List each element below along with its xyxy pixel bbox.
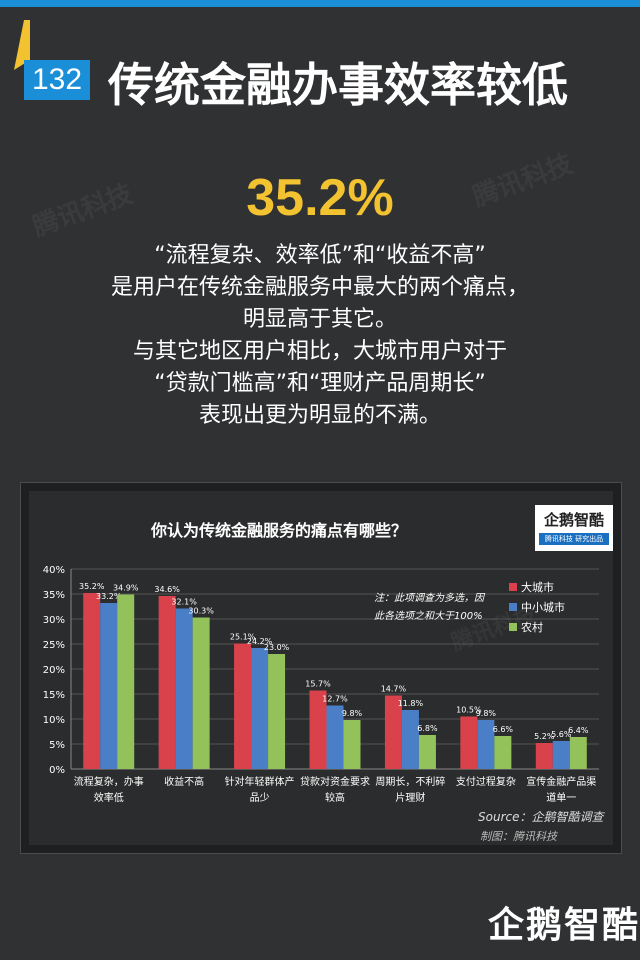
x-tick-label: 收益不高	[164, 775, 204, 788]
data-label: 12.7%	[322, 695, 348, 704]
data-label: 9.8%	[342, 709, 363, 718]
chart-frame: 你认为传统金融服务的痛点有哪些？ 企鹅智酷 腾讯科技 研究出品 腾讯科技 0% 5…	[20, 482, 622, 854]
legend-swatch	[509, 623, 517, 631]
chart-note: 此各选项之和大于100%	[374, 610, 483, 622]
y-tick-label: 25%	[43, 640, 65, 651]
legend-label: 中小城市	[521, 600, 565, 614]
data-label: 5.6%	[551, 730, 572, 739]
data-label: 10.5%	[456, 706, 482, 715]
y-tick-label: 20%	[43, 665, 65, 676]
x-tick-label: 针对年轻群体产	[225, 775, 295, 788]
data-label: 6.4%	[568, 726, 589, 735]
bar	[100, 603, 118, 769]
body-line: 表现出更为明显的不满。	[198, 403, 441, 428]
page-number-badge: 132	[24, 60, 90, 100]
chart-source: Source：企鹅智酷调查	[478, 810, 604, 824]
legend-swatch	[509, 603, 517, 611]
data-label: 34.9%	[113, 584, 139, 593]
bar	[460, 716, 478, 769]
data-label: 32.1%	[171, 598, 197, 607]
data-label: 34.6%	[154, 585, 180, 594]
x-tick-label: 片理财	[395, 791, 425, 804]
body-line: “贷款门槛高”和“理财产品周期长”	[154, 371, 486, 396]
y-tick-label: 0%	[49, 765, 65, 776]
bar	[552, 741, 570, 769]
data-label: 6.6%	[493, 725, 514, 734]
bar	[326, 705, 344, 769]
body-line: 与其它地区用户相比，大城市用户对于	[132, 339, 507, 364]
legend-label: 大城市	[521, 580, 554, 594]
chart-title: 你认为传统金融服务的痛点有哪些？	[150, 521, 407, 540]
brand-tagline: 腾讯科技 研究出品	[539, 533, 609, 545]
data-label: 30.3%	[188, 607, 214, 616]
bar	[477, 720, 495, 769]
data-label: 23.0%	[264, 643, 290, 652]
data-label: 33.2%	[96, 592, 122, 601]
bar	[83, 593, 101, 769]
bar	[309, 690, 327, 769]
body-line: 明显高于其它。	[242, 307, 397, 332]
bar	[418, 735, 436, 769]
bar	[569, 737, 587, 769]
bar	[158, 596, 176, 769]
bar	[401, 710, 419, 769]
bar	[535, 743, 553, 769]
bar	[192, 617, 210, 769]
body-line: 是用户在传统金融服务中最大的两个痛点，	[110, 275, 529, 300]
bar-chart: 0% 5% 10% 15% 20% 25% 30% 35% 40% 35.2%33.2%34.9%…	[43, 565, 599, 804]
top-accent-bar	[0, 0, 640, 7]
x-tick-label: 道单一	[546, 791, 576, 804]
footer-brand-logo: 企鹅智酷	[488, 905, 640, 946]
chart-panel: 你认为传统金融服务的痛点有哪些？ 企鹅智酷 腾讯科技 研究出品 腾讯科技 0% 5…	[29, 491, 613, 845]
bar	[384, 695, 402, 769]
x-tick-label: 品少	[250, 792, 270, 804]
x-tick-label: 较高	[325, 791, 345, 804]
x-tick-label: 宣传金融产品渠	[526, 775, 596, 788]
y-tick-label: 5%	[49, 740, 65, 751]
y-tick-label: 10%	[43, 715, 65, 726]
chart-maker: 制图：腾讯科技	[480, 830, 557, 843]
data-label: 11.8%	[398, 699, 424, 708]
data-label: 35.2%	[79, 582, 105, 591]
bar	[234, 643, 252, 769]
data-label: 9.8%	[476, 709, 497, 718]
x-tick-label: 贷款对资金要求	[300, 775, 370, 788]
bar	[268, 654, 286, 769]
page-title: 传统金融办事效率较低	[108, 58, 568, 112]
legend-label: 农村	[521, 620, 543, 634]
y-tick-label: 30%	[43, 615, 65, 626]
x-tick-label: 流程复杂，办事	[74, 775, 144, 788]
bar	[343, 720, 361, 769]
brand-name: 企鹅智酷	[543, 511, 604, 529]
body-line: “流程复杂、效率低”和“收益不高”	[154, 243, 486, 268]
data-label: 15.7%	[305, 680, 331, 689]
brand-logo: 企鹅智酷 腾讯科技 研究出品	[535, 505, 613, 551]
y-tick-label: 35%	[43, 590, 65, 601]
body-text: “流程复杂、效率低”和“收益不高” 是用户在传统金融服务中最大的两个痛点， 明显…	[0, 240, 640, 432]
x-tick-label: 效率低	[94, 791, 124, 804]
data-label: 6.8%	[417, 724, 438, 733]
legend-swatch	[509, 583, 517, 591]
highlight-percent: 35.2%	[246, 169, 394, 227]
bar	[117, 594, 135, 769]
data-label: 25.1%	[230, 633, 256, 642]
data-label: 24.2%	[247, 637, 273, 646]
bar	[494, 736, 512, 769]
y-tick-label: 15%	[43, 690, 65, 701]
y-tick-label: 40%	[43, 565, 65, 576]
data-label: 5.2%	[534, 732, 555, 741]
data-label: 14.7%	[381, 685, 407, 694]
bar	[175, 608, 193, 769]
corner-triangle-icon	[14, 20, 30, 70]
x-tick-label: 周期长，不利碎	[375, 775, 445, 788]
x-tick-label: 支付过程复杂	[456, 775, 516, 788]
chart-note: 注：此项调查为多选，因	[374, 592, 486, 604]
bar	[251, 648, 269, 769]
